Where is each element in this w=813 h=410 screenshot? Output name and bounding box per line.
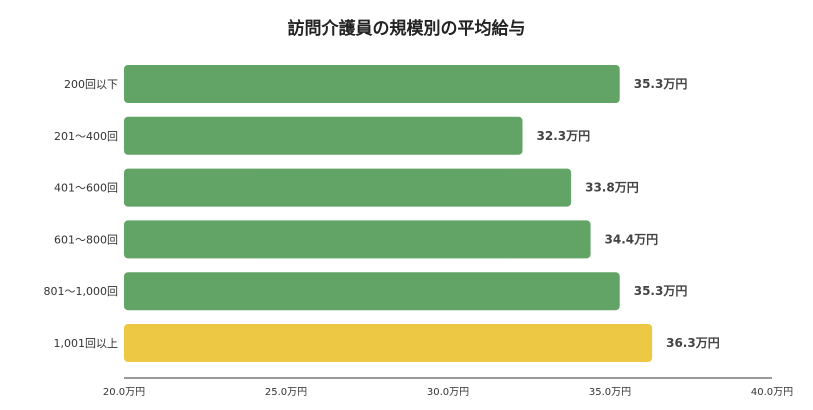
x-tick-label: 35.0万円 bbox=[589, 387, 631, 398]
x-tick-label: 25.0万円 bbox=[265, 387, 307, 398]
x-tick-label: 30.0万円 bbox=[427, 387, 469, 398]
category-label: 601～800回 bbox=[54, 233, 118, 246]
x-tick-label: 40.0万円 bbox=[751, 387, 793, 398]
category-label: 801～1,000回 bbox=[44, 285, 119, 298]
chart-title: 訪問介護員の規模別の平均給与 bbox=[287, 19, 526, 39]
bar-6 bbox=[124, 324, 653, 362]
bar-5 bbox=[124, 272, 620, 311]
category-label: 1,001回以上 bbox=[54, 337, 119, 350]
value-label: 33.8万円 bbox=[585, 181, 639, 195]
bar-3 bbox=[124, 168, 572, 207]
bar-4 bbox=[124, 220, 591, 259]
x-tick-label: 20.0万円 bbox=[103, 387, 145, 398]
value-label: 32.3万円 bbox=[537, 129, 591, 143]
bar-2 bbox=[124, 116, 523, 155]
value-label: 35.3万円 bbox=[634, 284, 688, 298]
value-label: 34.4万円 bbox=[605, 232, 659, 246]
bar-1 bbox=[124, 65, 620, 103]
category-label: 401～600回 bbox=[54, 182, 118, 195]
value-label: 36.3万円 bbox=[666, 336, 720, 350]
category-label: 200回以下 bbox=[64, 78, 118, 91]
value-label: 35.3万円 bbox=[634, 77, 688, 91]
category-label: 201～400回 bbox=[54, 130, 118, 143]
